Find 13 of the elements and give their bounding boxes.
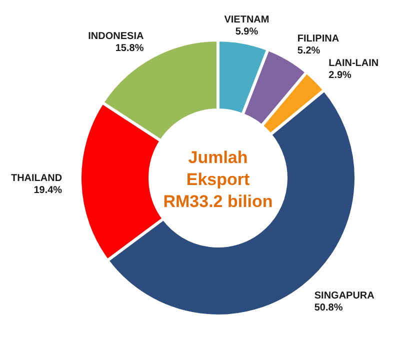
slice-label: FILIPINA	[297, 34, 340, 45]
slice-label: INDONESIA	[88, 30, 144, 42]
slice-label: SINGAPURA	[314, 290, 374, 302]
slice-label: VIETNAM	[224, 14, 270, 26]
data-label: 5.9%	[235, 26, 258, 38]
slice-label: LAIN-LAIN	[328, 58, 379, 70]
data-label: 5.2%	[297, 46, 320, 57]
data-label: 19.4%	[34, 184, 62, 196]
data-label: 50.8%	[314, 302, 343, 314]
slice-label: THAILAND	[10, 172, 62, 184]
data-label: 2.9%	[328, 70, 352, 82]
text: Jumlah Eksport RM33.2 bilion	[163, 148, 273, 211]
data-label: 15.8%	[115, 42, 144, 54]
